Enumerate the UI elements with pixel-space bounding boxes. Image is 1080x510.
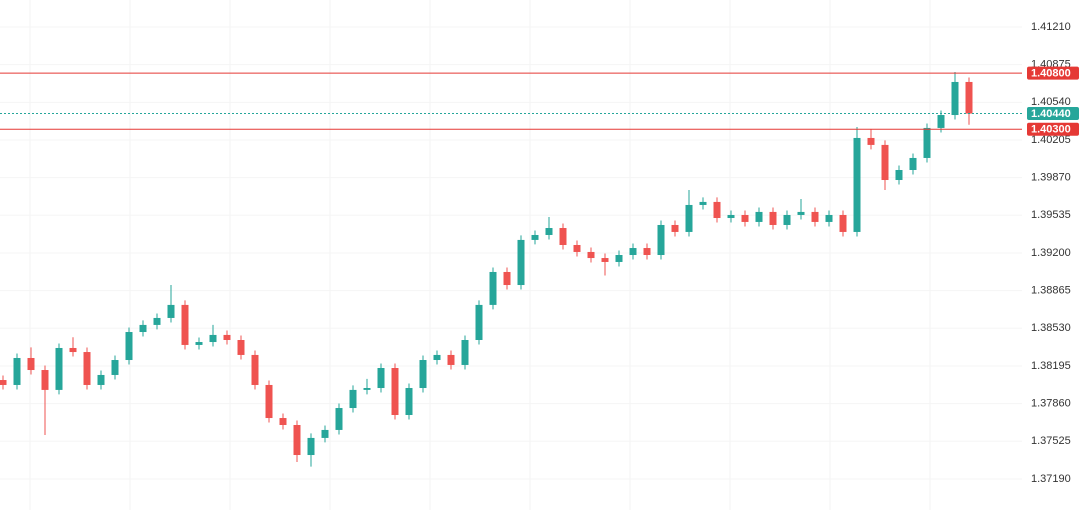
- y-tick-label: 1.39870: [1031, 172, 1071, 184]
- price-label: 1.40440: [1031, 108, 1071, 120]
- candle-body: [727, 214, 735, 219]
- candle-body: [545, 228, 553, 235]
- candle-body: [349, 389, 357, 409]
- candle-body: [181, 304, 189, 345]
- candle-body: [797, 211, 805, 215]
- candle-body: [699, 201, 707, 205]
- candle-body: [209, 334, 217, 343]
- candle-body: [839, 214, 847, 232]
- price-label: 1.40300: [1031, 124, 1071, 136]
- y-tick-label: 1.37525: [1031, 435, 1071, 447]
- candle-body: [503, 271, 511, 286]
- candle-body: [825, 214, 833, 222]
- candle-body: [97, 374, 105, 385]
- candle-body: [447, 354, 455, 365]
- candle-body: [965, 81, 973, 114]
- candle-body: [783, 214, 791, 225]
- candle-body: [363, 388, 371, 390]
- candle-body: [139, 324, 147, 333]
- candle-body: [293, 425, 301, 456]
- y-tick-label: 1.38195: [1031, 360, 1071, 372]
- candle-body: [167, 304, 175, 318]
- candle-body: [615, 255, 623, 262]
- candle-body: [405, 388, 413, 415]
- candle-body: [531, 234, 539, 240]
- y-tick-label: 1.38530: [1031, 322, 1071, 334]
- candle-body: [377, 367, 385, 389]
- candle-body: [811, 211, 819, 222]
- price-label-box: [1027, 122, 1079, 136]
- candle-body: [391, 367, 399, 415]
- candle-body: [895, 170, 903, 181]
- candle-body: [685, 204, 693, 232]
- candle-body: [881, 144, 889, 181]
- price-label-box: [1027, 66, 1079, 80]
- candle-body: [69, 347, 77, 353]
- candle-body: [909, 157, 917, 170]
- candle-body: [923, 127, 931, 158]
- y-tick-label: 1.38865: [1031, 285, 1071, 297]
- candle-body: [223, 334, 231, 340]
- candle-body: [475, 304, 483, 340]
- price-label-box: [1027, 107, 1079, 121]
- candle-body: [629, 248, 637, 255]
- y-tick-label: 1.41210: [1031, 21, 1071, 33]
- candle-body: [867, 137, 875, 145]
- candle-body: [489, 271, 497, 305]
- y-tick-label: 1.40205: [1031, 134, 1071, 146]
- candle-body: [657, 224, 665, 255]
- candle-body: [559, 228, 567, 245]
- candle-body: [237, 340, 245, 355]
- y-tick-label: 1.39535: [1031, 209, 1071, 221]
- y-tick-label: 1.37860: [1031, 398, 1071, 410]
- price-label: 1.40800: [1031, 67, 1071, 79]
- y-tick-label: 1.40540: [1031, 96, 1071, 108]
- candle-body: [307, 437, 315, 456]
- candle-body: [601, 258, 609, 262]
- candle-body: [125, 332, 133, 361]
- candle-body: [671, 224, 679, 232]
- y-tick-label: 1.39200: [1031, 247, 1071, 259]
- candle-body: [265, 384, 273, 419]
- candle-body: [587, 251, 595, 259]
- candle-body: [713, 201, 721, 219]
- candle-body: [153, 317, 161, 325]
- candle-body: [755, 211, 763, 222]
- candle-body: [433, 354, 441, 361]
- candle-body: [251, 354, 259, 385]
- candle-body: [55, 347, 63, 390]
- candle-body: [0, 380, 7, 385]
- candle-body: [419, 360, 427, 389]
- candle-body: [335, 408, 343, 430]
- candle-body: [41, 370, 49, 390]
- candle-body: [951, 81, 959, 116]
- candle-body: [111, 360, 119, 375]
- candle-body: [321, 429, 329, 438]
- y-tick-label: 1.37190: [1031, 473, 1071, 485]
- candle-body: [853, 137, 861, 232]
- candle-body: [279, 418, 287, 425]
- candle-body: [643, 248, 651, 255]
- candle-body: [13, 357, 21, 385]
- candle-body: [517, 239, 525, 286]
- candle-body: [937, 115, 945, 128]
- candle-body: [195, 342, 203, 345]
- candle-body: [573, 244, 581, 252]
- candle-body: [83, 352, 91, 385]
- candle-body: [461, 340, 469, 365]
- candle-body: [769, 211, 777, 225]
- candle-body: [741, 214, 749, 222]
- candle-body: [27, 357, 35, 371]
